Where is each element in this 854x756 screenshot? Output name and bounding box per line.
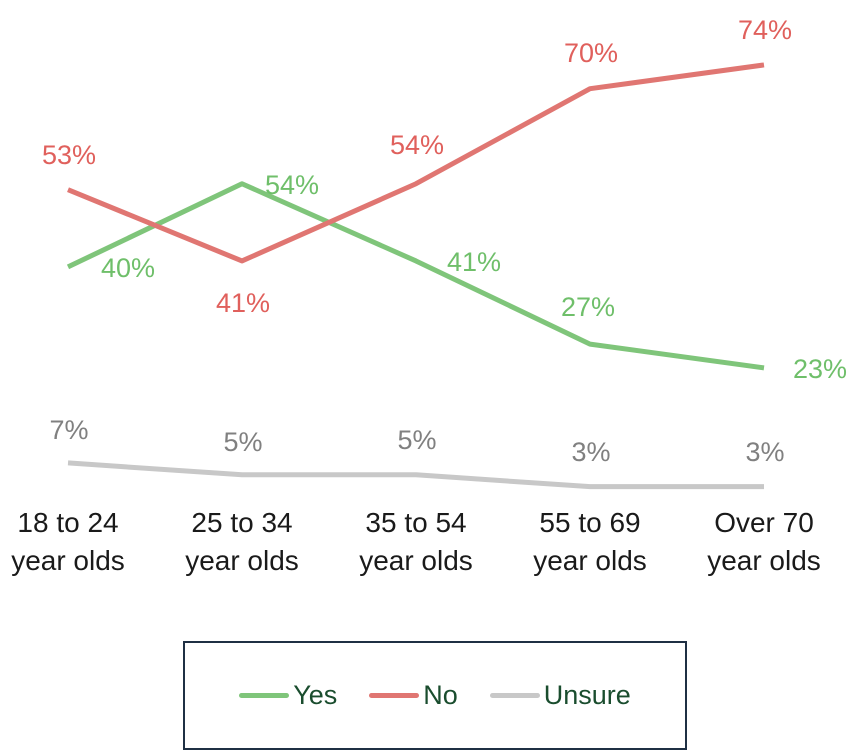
legend-item-unsure: Unsure (489, 680, 631, 711)
data-label-yes-2: 41% (447, 247, 501, 277)
line-chart-plot: 40% 54% 41% 27% 23% 53% 41% 54% 70% 74% 7% 5% 5% 3% 3%… (11, 15, 847, 576)
x-tick-label-1: 25 to 34 year olds (185, 507, 299, 576)
x-tick-label-2: 35 to 54 year olds (359, 507, 473, 576)
x-tick-label-4: Over 70 year olds (707, 507, 821, 576)
legend-label-yes: Yes (293, 680, 338, 710)
legend-swatch-yes (239, 693, 290, 698)
legend-swatch-unsure (489, 693, 540, 698)
data-label-unsure-2: 5% (397, 425, 436, 455)
data-label-unsure-1: 5% (223, 427, 262, 457)
x-axis-labels: 18 to 24 year olds 25 to 34 year olds 35 to … (11, 507, 821, 576)
data-label-no-3: 70% (564, 38, 618, 68)
legend-label-no: No (423, 680, 458, 710)
legend-swatch-no (369, 693, 420, 698)
data-label-unsure-0: 7% (49, 415, 88, 445)
legend-label-unsure: Unsure (543, 680, 631, 710)
x-tick-label-3: 55 to 69 year olds (533, 507, 647, 576)
series-no: 53% 41% 54% 70% 74% (42, 15, 792, 318)
data-label-yes-4: 23% (793, 354, 847, 384)
data-label-yes-0: 40% (101, 253, 155, 283)
data-label-yes-3: 27% (561, 292, 615, 322)
data-label-unsure-3: 3% (571, 437, 610, 467)
data-label-no-4: 74% (738, 15, 792, 45)
series-unsure: 7% 5% 5% 3% 3% (49, 415, 785, 490)
series-line-no (67, 62, 765, 264)
data-label-no-2: 54% (390, 130, 444, 160)
x-tick-label-0: 18 to 24 year olds (11, 507, 125, 576)
legend-item-yes: Yes (239, 680, 337, 711)
legend-item-no: No (369, 680, 458, 711)
legend: Yes No Unsure (183, 641, 687, 750)
series-line-yes (66, 181, 765, 371)
series-line-unsure (67, 460, 764, 490)
data-label-yes-1: 54% (265, 170, 319, 200)
data-label-no-0: 53% (42, 140, 96, 170)
data-label-unsure-4: 3% (745, 437, 784, 467)
data-label-no-1: 41% (216, 288, 270, 318)
series-yes: 40% 54% 41% 27% 23% (66, 170, 847, 384)
